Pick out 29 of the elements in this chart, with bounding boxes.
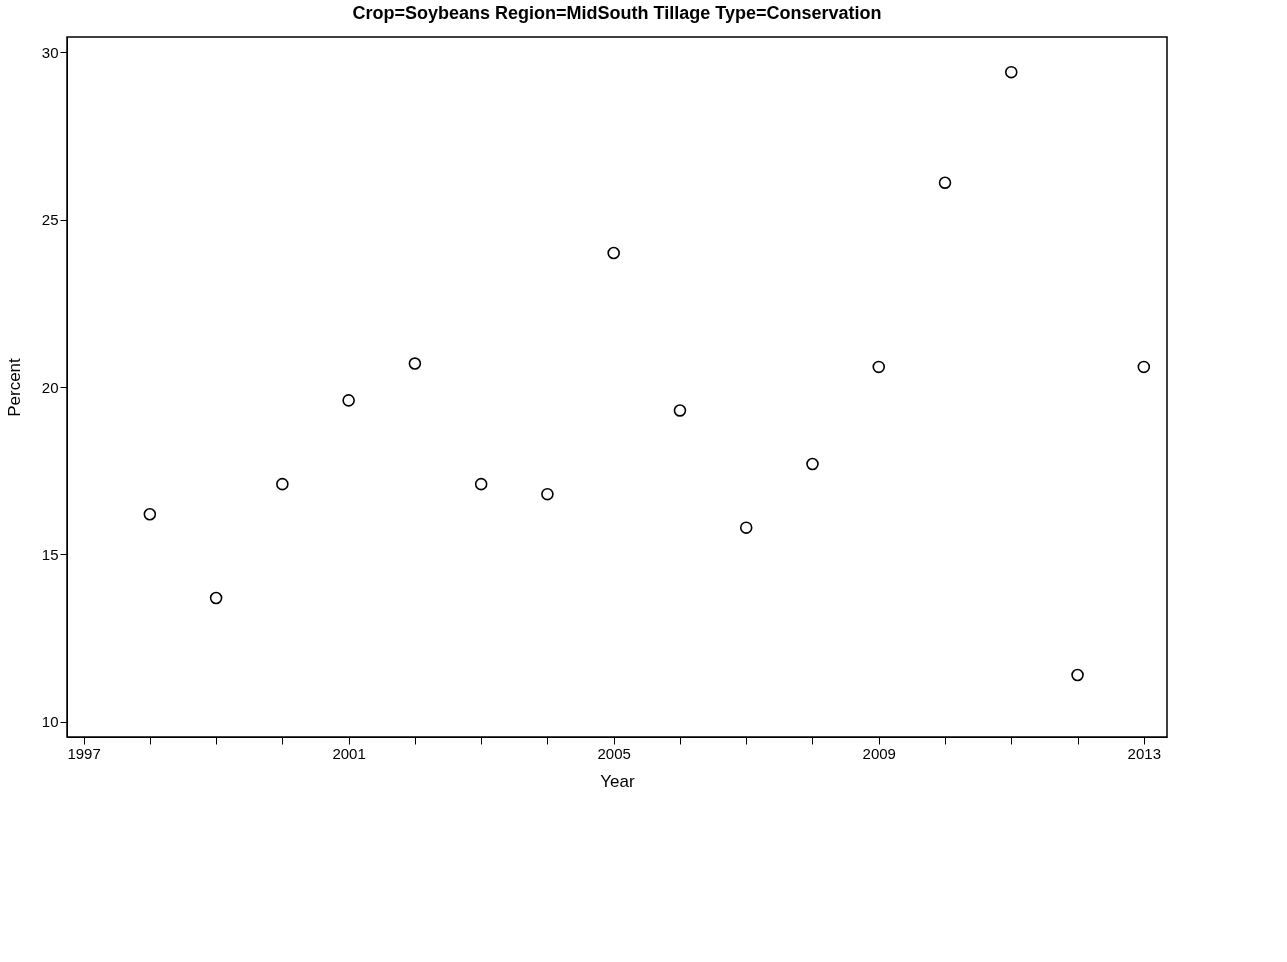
- point: [541, 487, 554, 501]
- point: [342, 394, 355, 407]
- point: [408, 357, 422, 370]
- point: [739, 521, 753, 534]
- x-tick-label: 1997: [67, 744, 101, 762]
- point: [474, 477, 488, 491]
- x-tick-label: 2005: [597, 744, 631, 762]
- point: [276, 477, 289, 491]
- x-axis-title: Year: [600, 771, 636, 791]
- point: [872, 360, 886, 374]
- point: [806, 457, 819, 471]
- chart-title: Crop=Soybeans Region=MidSouth Tillage Type=Conservation: [352, 3, 882, 23]
- y-axis-title: Percent: [4, 357, 24, 417]
- point: [1071, 668, 1084, 682]
- y-tick-label: 10: [41, 713, 59, 731]
- x-tick-label: 2001: [332, 744, 366, 762]
- point: [1137, 360, 1151, 374]
- point: [209, 591, 223, 605]
- y-tick-label: 30: [41, 43, 59, 61]
- x-tick-label: 2009: [862, 744, 896, 762]
- y-tick-label: 25: [41, 211, 59, 229]
- x-tick-label: 2013: [1127, 744, 1161, 762]
- y-tick-label: 15: [41, 545, 59, 563]
- point: [1005, 65, 1018, 79]
- point: [143, 508, 157, 521]
- y-tick-label: 20: [41, 378, 59, 396]
- point: [673, 404, 687, 417]
- point: [938, 176, 952, 189]
- point: [607, 246, 620, 260]
